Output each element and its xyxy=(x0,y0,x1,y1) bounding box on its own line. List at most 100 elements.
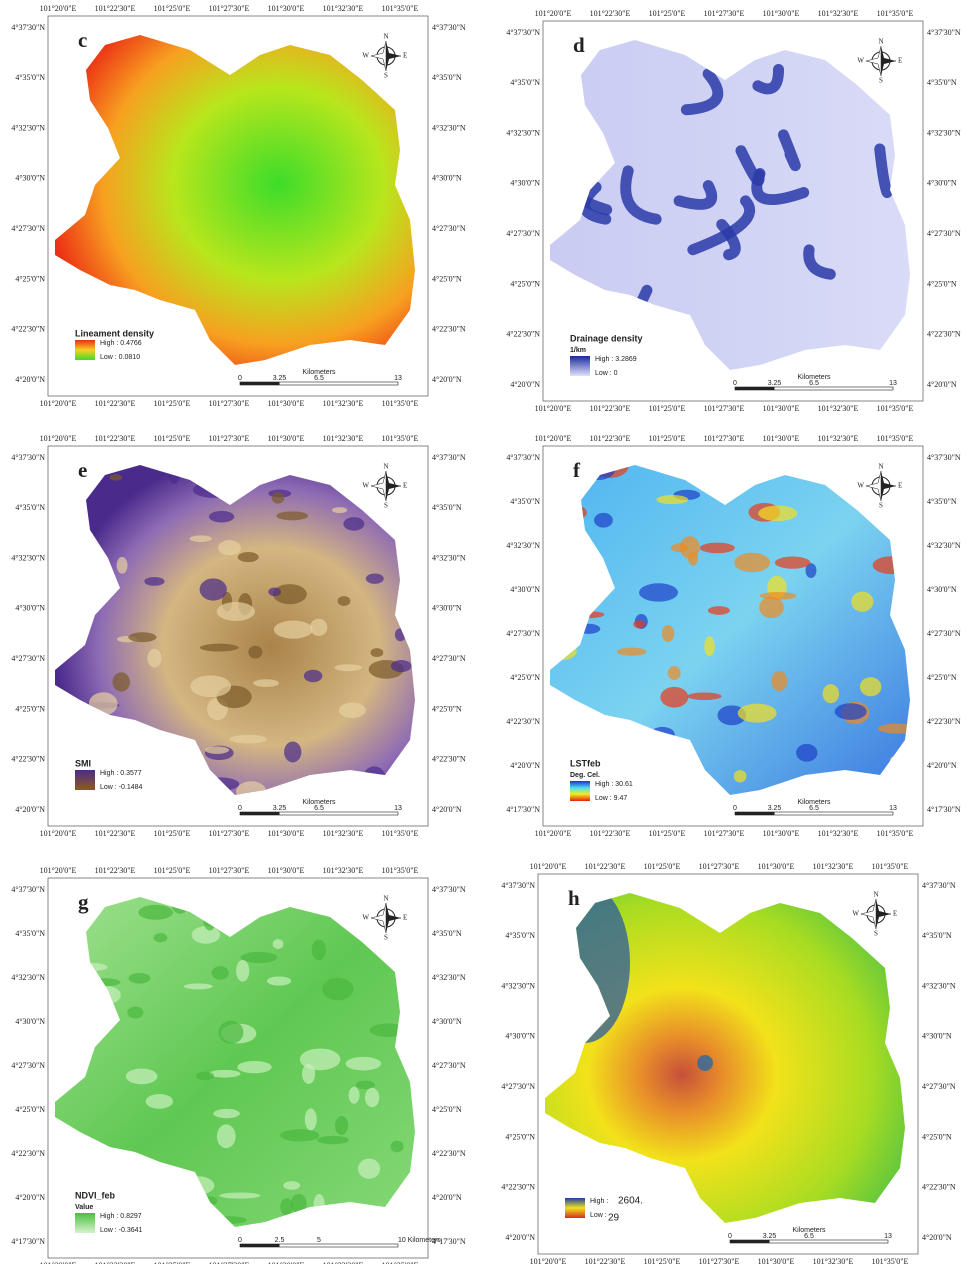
texture-blob xyxy=(312,940,326,961)
texture-blob xyxy=(358,1159,380,1179)
legend-swatch xyxy=(570,781,590,801)
longitude-label: 101°35'0"E xyxy=(877,829,914,838)
longitude-label: 101°35'0"E xyxy=(382,399,419,408)
texture-blob xyxy=(248,646,262,659)
texture-blob xyxy=(577,624,600,634)
texture-blob xyxy=(128,632,156,642)
panel-letter: c xyxy=(78,28,87,52)
longitude-label: 101°27'30"E xyxy=(704,404,745,413)
texture-blob xyxy=(548,540,562,552)
panel-letter: f xyxy=(573,458,581,482)
longitude-label: 101°22'30"E xyxy=(95,399,136,408)
longitude-label: 101°22'30"E xyxy=(585,862,626,871)
longitude-label: 101°25'0"E xyxy=(154,434,191,443)
latitude-label: 4°30'0"N xyxy=(15,1017,45,1026)
latitude-label: 4°32'30"N xyxy=(927,128,961,137)
texture-blob xyxy=(63,569,84,593)
compass-letter: W xyxy=(362,52,369,60)
texture-blob xyxy=(267,976,291,985)
texture-blob xyxy=(584,567,597,580)
longitude-label: 101°22'30"E xyxy=(95,434,136,443)
scale-tick-label: 3.25 xyxy=(273,375,287,382)
texture-blob xyxy=(581,458,615,480)
texture-blob xyxy=(366,573,384,583)
latitude-label: 4°20'0"N xyxy=(432,805,462,814)
compass-letter: W xyxy=(362,482,369,490)
longitude-label: 101°32'30"E xyxy=(323,866,364,875)
north-arrow: NSEW xyxy=(857,463,902,510)
latitude-label: 4°22'30"N xyxy=(927,717,961,726)
legend-low: Low : -0.3641 xyxy=(100,1227,143,1234)
texture-blob xyxy=(89,692,118,715)
longitude-label: 101°30'0"E xyxy=(758,1257,795,1264)
texture-blob xyxy=(760,592,797,600)
compass-letter: E xyxy=(898,57,902,65)
texture-blob xyxy=(890,755,907,764)
texture-blob xyxy=(775,557,811,569)
texture-blob xyxy=(662,625,675,642)
latitude-label: 4°25'0"N xyxy=(510,279,540,288)
texture-blob xyxy=(184,983,213,989)
panel-letter: h xyxy=(568,886,580,910)
texture-blob xyxy=(230,735,267,744)
longitude-label: 101°27'30"E xyxy=(209,4,250,13)
longitude-label: 101°25'0"E xyxy=(644,1257,681,1264)
latitude-label: 4°27'30"N xyxy=(432,1061,466,1070)
legend-swatch xyxy=(75,770,95,790)
latitude-label: 4°37'30"N xyxy=(501,881,535,890)
compass-letter: S xyxy=(384,72,388,80)
texture-blob xyxy=(365,1088,379,1108)
texture-blob xyxy=(201,777,239,790)
texture-blob xyxy=(338,596,351,606)
longitude-label: 101°25'0"E xyxy=(154,866,191,875)
texture-blob xyxy=(213,1109,240,1118)
latitude-label: 4°27'30"N xyxy=(506,629,540,638)
latitude-label: 4°37'30"N xyxy=(432,23,466,32)
scale-tick-label: 0 xyxy=(238,1237,242,1244)
latitude-label: 4°37'30"N xyxy=(922,881,956,890)
latitude-label: 4°22'30"N xyxy=(922,1183,956,1192)
texture-blob xyxy=(69,577,86,588)
scale-tick-label: 2.5 xyxy=(275,1237,285,1244)
scale-bar-fill xyxy=(735,812,775,815)
legend-low: Low : -0.1484 xyxy=(100,784,143,791)
latitude-label: 4°30'0"N xyxy=(510,585,540,594)
map-panel: 101°20'0"E101°20'0"E101°22'30"E101°22'30… xyxy=(506,9,961,413)
compass-letter: E xyxy=(403,914,407,922)
texture-blob xyxy=(335,664,362,671)
texture-blob xyxy=(268,588,281,597)
longitude-label: 101°32'30"E xyxy=(818,434,859,443)
texture-blob xyxy=(860,677,881,696)
texture-blob xyxy=(343,517,364,531)
latitude-label: 4°35'0"N xyxy=(432,929,462,938)
legend-high-value: 2604. xyxy=(618,1196,643,1207)
texture-blob xyxy=(236,960,249,982)
latitude-label: 4°27'30"N xyxy=(11,224,45,233)
texture-blob xyxy=(146,1094,173,1109)
texture-blob xyxy=(835,703,867,720)
texture-blob xyxy=(112,672,129,691)
latitude-label: 4°25'0"N xyxy=(927,673,957,682)
latitude-label: 4°32'30"N xyxy=(11,123,45,132)
longitude-label: 101°30'0"E xyxy=(268,434,305,443)
texture-blob xyxy=(823,684,839,703)
scale-tick-label: 3.25 xyxy=(768,805,782,812)
latitude-label: 4°20'0"N xyxy=(927,380,957,389)
latitude-label: 4°20'0"N xyxy=(927,761,957,770)
longitude-label: 101°27'30"E xyxy=(209,399,250,408)
latitude-label: 4°17'30"N xyxy=(927,805,961,814)
latitude-label: 4°35'0"N xyxy=(15,929,45,938)
compass-star xyxy=(866,471,896,501)
latitude-label: 4°20'0"N xyxy=(510,380,540,389)
latitude-label: 4°20'0"N xyxy=(505,1233,535,1242)
latitude-label: 4°35'0"N xyxy=(432,503,462,512)
map-panel: 101°20'0"E101°20'0"E101°22'30"E101°22'30… xyxy=(11,434,466,838)
longitude-label: 101°30'0"E xyxy=(763,434,800,443)
texture-blob xyxy=(738,704,777,723)
longitude-label: 101°35'0"E xyxy=(877,9,914,18)
latitude-label: 4°35'0"N xyxy=(510,78,540,87)
compass-star xyxy=(861,899,891,929)
longitude-label: 101°27'30"E xyxy=(699,1257,740,1264)
latitude-label: 4°27'30"N xyxy=(927,629,961,638)
legend-high: High : 0.3577 xyxy=(100,770,142,777)
